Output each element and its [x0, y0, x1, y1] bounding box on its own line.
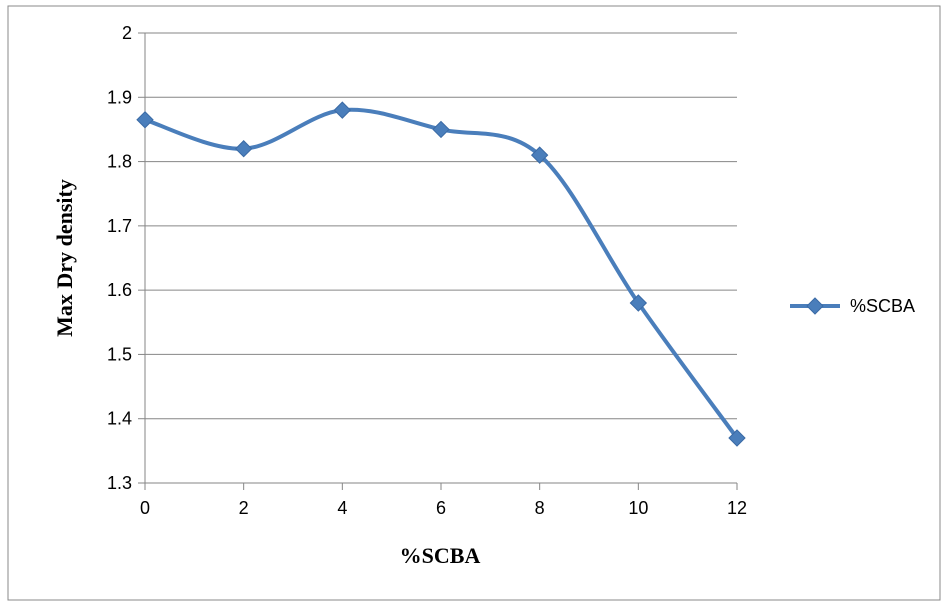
axes: [144, 33, 738, 490]
y-tick-label: 1.6: [107, 280, 132, 300]
y-tick-labels: 1.3 1.4 1.5 1.6 1.7 1.8 1.9 2: [107, 23, 132, 493]
x-tick-label: 12: [727, 498, 747, 518]
y-tick-label: 1.9: [107, 87, 132, 107]
x-tick-label: 8: [535, 498, 545, 518]
x-tick-label: 0: [140, 498, 150, 518]
x-tick-label: 2: [239, 498, 249, 518]
y-tick-label: 1.3: [107, 473, 132, 493]
x-axis-title: %SCBA: [400, 543, 481, 568]
legend: %SCBA: [790, 296, 915, 316]
data-point-marker: [530, 146, 549, 164]
y-tick-label: 1.7: [107, 216, 132, 236]
y-axis-title: Max Dry density: [52, 179, 77, 337]
y-tick-label: 1.4: [107, 409, 132, 429]
x-tick-label: 6: [436, 498, 446, 518]
x-tick-label: 4: [337, 498, 347, 518]
legend-label: %SCBA: [850, 296, 915, 316]
data-point-marker: [136, 111, 154, 129]
data-point-marker: [629, 294, 648, 312]
legend-marker: [806, 297, 824, 315]
data-point-marker: [432, 120, 450, 139]
data-point-marker: [333, 101, 352, 119]
y-tick-label: 2: [122, 23, 132, 43]
data-point-marker: [728, 429, 746, 447]
chart-border: [7, 5, 941, 601]
y-tick-label: 1.8: [107, 152, 132, 172]
series-group: [136, 101, 746, 447]
data-point-marker: [234, 140, 253, 158]
y-tick-label: 1.5: [107, 344, 132, 364]
x-tick-labels: 0 2 4 6 8 10 12: [140, 498, 747, 518]
x-tick-label: 10: [628, 498, 648, 518]
